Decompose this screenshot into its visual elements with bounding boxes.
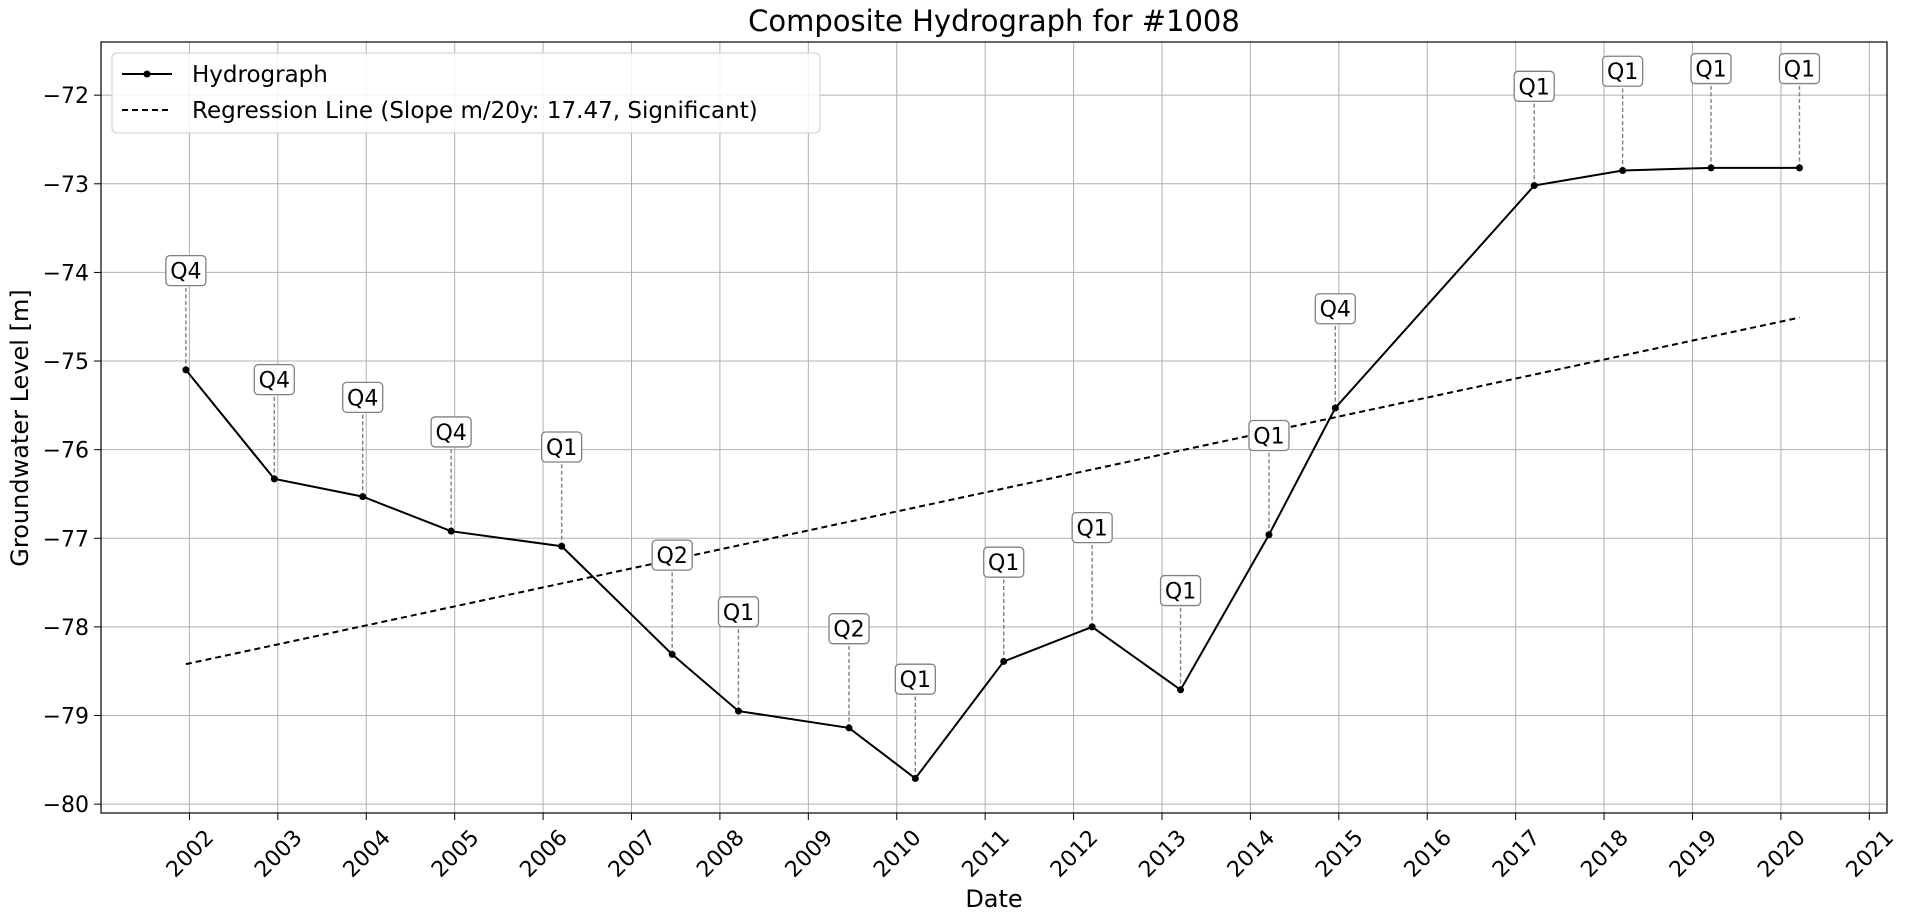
- data-point: [845, 724, 853, 732]
- annotation-label: Q1: [546, 436, 577, 461]
- quarter-annotations: Q4 Q4 Q4 Q4 Q1 Q2 Q1 Q2 Q1 Q1 Q1 Q1 Q1 Q4 Q1 Q1 Q1 Q1: [165, 52, 1821, 779]
- annotation-label: Q1: [988, 551, 1019, 576]
- annotation-label: Q1: [1519, 75, 1550, 100]
- annotation-label: Q4: [347, 386, 378, 411]
- plot-frame: [100, 41, 1888, 814]
- data-point: [1000, 657, 1008, 665]
- annotation-box: [1513, 70, 1555, 102]
- annotation-box: [165, 254, 207, 287]
- annotation-box: [430, 416, 472, 448]
- annotation-label: Q4: [1320, 298, 1351, 323]
- annotation-label: Q1: [900, 668, 931, 693]
- chart-title: Composite Hydrograph for #1008: [748, 4, 1240, 38]
- annotation-box: [1314, 293, 1356, 325]
- legend-regression-label: Regression Line (Slope m/20y: 17.47, Sig…: [192, 98, 758, 124]
- annotation-box: [894, 663, 936, 695]
- data-point: [1177, 686, 1185, 694]
- data-point: [1088, 623, 1096, 631]
- hydrograph-line: [185, 166, 1800, 780]
- y-tick-label: −75: [43, 350, 89, 375]
- annotation-box: [342, 381, 384, 414]
- data-point: [447, 527, 455, 535]
- annotation-box: [1159, 574, 1202, 607]
- y-tick-label: −74: [43, 261, 89, 286]
- data-point: [1265, 531, 1273, 539]
- legend-hydrograph-marker: [143, 70, 151, 78]
- data-point: [359, 493, 367, 501]
- annotation-box: [1778, 52, 1821, 85]
- data-point: [734, 707, 742, 715]
- annotation-label: Q1: [723, 601, 754, 626]
- hydrograph-series-layer: [182, 164, 1803, 782]
- data-point: [1795, 164, 1803, 172]
- y-tick-label: −78: [43, 616, 89, 641]
- annotation-label: Q2: [657, 544, 688, 569]
- annotation-box: [1690, 52, 1732, 85]
- grid: [101, 42, 1887, 813]
- annotation-label: Q4: [435, 421, 466, 446]
- annotation-box: [651, 539, 693, 571]
- data-point: [668, 650, 676, 658]
- data-point: [270, 475, 278, 483]
- y-tick-label: −73: [43, 173, 89, 198]
- annotation-box: [983, 546, 1025, 578]
- regression-line-layer: [185, 316, 1800, 666]
- data-point: [911, 774, 919, 782]
- annotation-label: Q1: [1784, 58, 1815, 83]
- data-point: [1619, 167, 1627, 174]
- annotation-box: [828, 613, 870, 645]
- annotation-box: [1248, 419, 1290, 452]
- annotation-box: [717, 596, 760, 628]
- annotation-label: Q1: [1607, 60, 1638, 85]
- y-tick-label: −79: [43, 705, 89, 730]
- annotation-label: Q1: [1695, 58, 1726, 83]
- annotation-label: Q4: [259, 369, 290, 394]
- annotation-box: [253, 363, 295, 396]
- annotation-box: [540, 431, 583, 463]
- data-point: [1331, 404, 1339, 412]
- data-point: [182, 366, 190, 374]
- y-tick-label: −80: [43, 793, 89, 818]
- legend-hydrograph-label: Hydrograph: [192, 62, 328, 88]
- y-axis-label: Groundwater Level [m]: [6, 289, 34, 566]
- regression-line: [185, 316, 1800, 666]
- annotation-label: Q1: [1253, 424, 1284, 449]
- annotation-label: Q4: [170, 260, 201, 285]
- annotation-box: [1601, 55, 1644, 87]
- annotation-box: [1071, 511, 1113, 544]
- data-point: [1530, 182, 1538, 190]
- data-point: [1707, 164, 1715, 172]
- x-axis-label: Date: [965, 885, 1022, 913]
- annotation-label: Q1: [1165, 580, 1196, 605]
- legend-box: [111, 52, 821, 134]
- annotation-label: Q2: [833, 618, 864, 643]
- y-tick-label: −72: [43, 84, 89, 109]
- data-point: [558, 542, 566, 550]
- legend: Hydrograph Regression Line (Slope m/20y:…: [111, 52, 821, 134]
- y-tick-label: −77: [43, 527, 89, 552]
- y-tick-label: −76: [43, 439, 89, 464]
- annotation-label: Q1: [1076, 517, 1107, 542]
